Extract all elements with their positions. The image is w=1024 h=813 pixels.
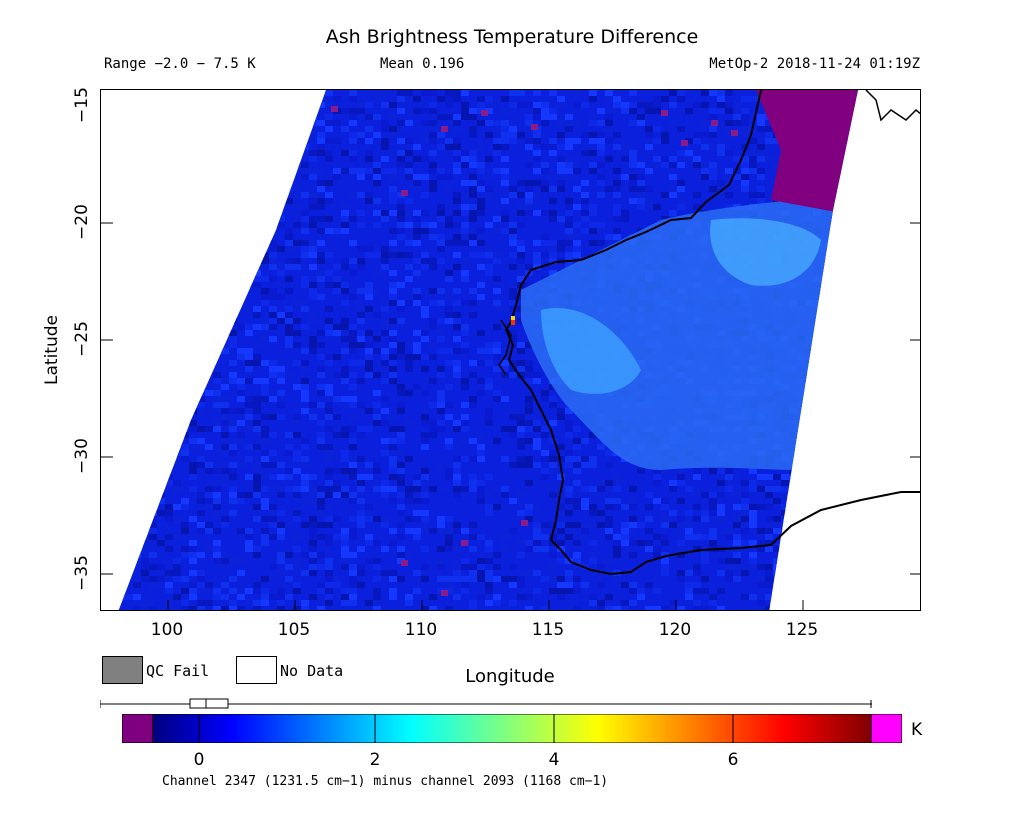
lon-tick-label: 100 bbox=[150, 620, 184, 640]
lat-tick-label: −25 bbox=[72, 321, 92, 357]
range-label: Range −2.0 − 7.5 K bbox=[104, 56, 256, 72]
no-data-swatch bbox=[236, 656, 277, 684]
map-svg bbox=[101, 90, 920, 610]
x-axis-label: Longitude bbox=[465, 666, 555, 687]
tick-marks bbox=[101, 222, 920, 610]
no-data-label: No Data bbox=[280, 662, 344, 680]
satellite-time-label: MetOp-2 2018-11-24 01:19Z bbox=[709, 56, 920, 72]
colorbar-tick-label: 4 bbox=[548, 750, 560, 770]
land-anomaly-core-west bbox=[541, 308, 641, 394]
coastline-northeast bbox=[865, 90, 920, 122]
qc-fail-swatch bbox=[102, 656, 143, 684]
lon-tick-label: 110 bbox=[404, 620, 438, 640]
lon-tick-label: 105 bbox=[277, 620, 311, 640]
channel-description: Channel 2347 (1231.5 cm−1) minus channel… bbox=[162, 774, 609, 789]
colorbar-over bbox=[870, 714, 902, 743]
chart-title: Ash Brightness Temperature Difference bbox=[325, 26, 699, 48]
lon-tick-label: 125 bbox=[785, 620, 819, 640]
lat-tick-label: −35 bbox=[72, 555, 92, 591]
colorbar-gradient bbox=[152, 714, 872, 743]
under-range-pixels bbox=[331, 106, 738, 596]
hot-pixel bbox=[511, 320, 515, 325]
coastline-bay bbox=[498, 319, 512, 376]
mean-label: Mean 0.196 bbox=[380, 56, 465, 72]
under-range-area bbox=[756, 90, 858, 212]
colorbar-under bbox=[122, 714, 154, 743]
coastline bbox=[504, 90, 920, 576]
distribution-boxplot bbox=[100, 698, 872, 709]
colorbar-tick-label: 2 bbox=[369, 750, 381, 770]
y-axis-label: Latitude bbox=[42, 315, 62, 385]
hot-pixel bbox=[511, 316, 515, 320]
colorbar bbox=[122, 714, 902, 743]
lon-tick-label: 120 bbox=[658, 620, 692, 640]
colorbar-tick-label: 0 bbox=[193, 750, 205, 770]
lon-tick-label: 115 bbox=[531, 620, 565, 640]
lat-tick-label: −20 bbox=[72, 204, 92, 240]
lat-tick-label: −30 bbox=[72, 438, 92, 474]
colorbar-ticks bbox=[198, 714, 734, 743]
land-anomaly-core-north bbox=[710, 218, 821, 286]
qc-fail-label: QC Fail bbox=[146, 662, 210, 680]
boxplot-box bbox=[189, 698, 229, 709]
colorbar-tick-label: 6 bbox=[727, 750, 739, 770]
colorbar-unit: K bbox=[911, 720, 923, 740]
map-plot-area bbox=[100, 89, 921, 611]
lat-tick-label: −15 bbox=[72, 87, 92, 123]
